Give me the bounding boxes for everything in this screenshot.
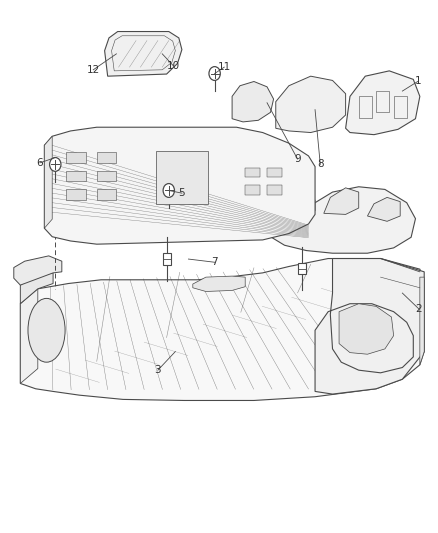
Polygon shape [339, 304, 394, 354]
Polygon shape [367, 197, 400, 221]
Text: 2: 2 [416, 304, 422, 314]
Circle shape [163, 183, 174, 197]
Polygon shape [276, 76, 346, 133]
Polygon shape [420, 277, 424, 365]
Ellipse shape [28, 298, 65, 362]
Polygon shape [105, 31, 182, 76]
Polygon shape [14, 256, 62, 285]
Text: 5: 5 [179, 188, 185, 198]
Bar [97, 152, 117, 163]
Circle shape [49, 158, 61, 171]
Text: 9: 9 [294, 154, 301, 164]
Bar [66, 171, 86, 181]
Bar [162, 253, 170, 265]
Polygon shape [324, 188, 359, 214]
Polygon shape [267, 187, 416, 253]
Polygon shape [346, 71, 420, 135]
Polygon shape [272, 200, 315, 235]
Text: 3: 3 [155, 365, 161, 375]
Polygon shape [193, 276, 245, 292]
Text: 8: 8 [317, 159, 324, 169]
Bar [245, 167, 261, 177]
Bar [245, 185, 261, 195]
Circle shape [209, 67, 220, 80]
Polygon shape [232, 82, 274, 122]
Text: 11: 11 [218, 62, 231, 72]
Polygon shape [315, 259, 424, 394]
Bar [66, 152, 86, 163]
Polygon shape [20, 259, 424, 400]
Polygon shape [44, 127, 315, 244]
Text: 10: 10 [166, 61, 180, 70]
Bar [394, 96, 407, 118]
Bar [155, 151, 208, 204]
Bar [97, 171, 117, 181]
Bar [97, 189, 117, 200]
Text: 1: 1 [414, 77, 421, 86]
Polygon shape [20, 273, 53, 304]
Bar [267, 185, 283, 195]
Bar [267, 167, 283, 177]
Bar [66, 189, 86, 200]
Bar [376, 91, 389, 112]
Bar [298, 263, 306, 274]
Text: 6: 6 [37, 158, 43, 168]
Polygon shape [20, 289, 38, 383]
Text: 12: 12 [87, 65, 100, 75]
Polygon shape [44, 136, 52, 228]
Bar [359, 96, 372, 118]
Text: 7: 7 [211, 257, 218, 267]
